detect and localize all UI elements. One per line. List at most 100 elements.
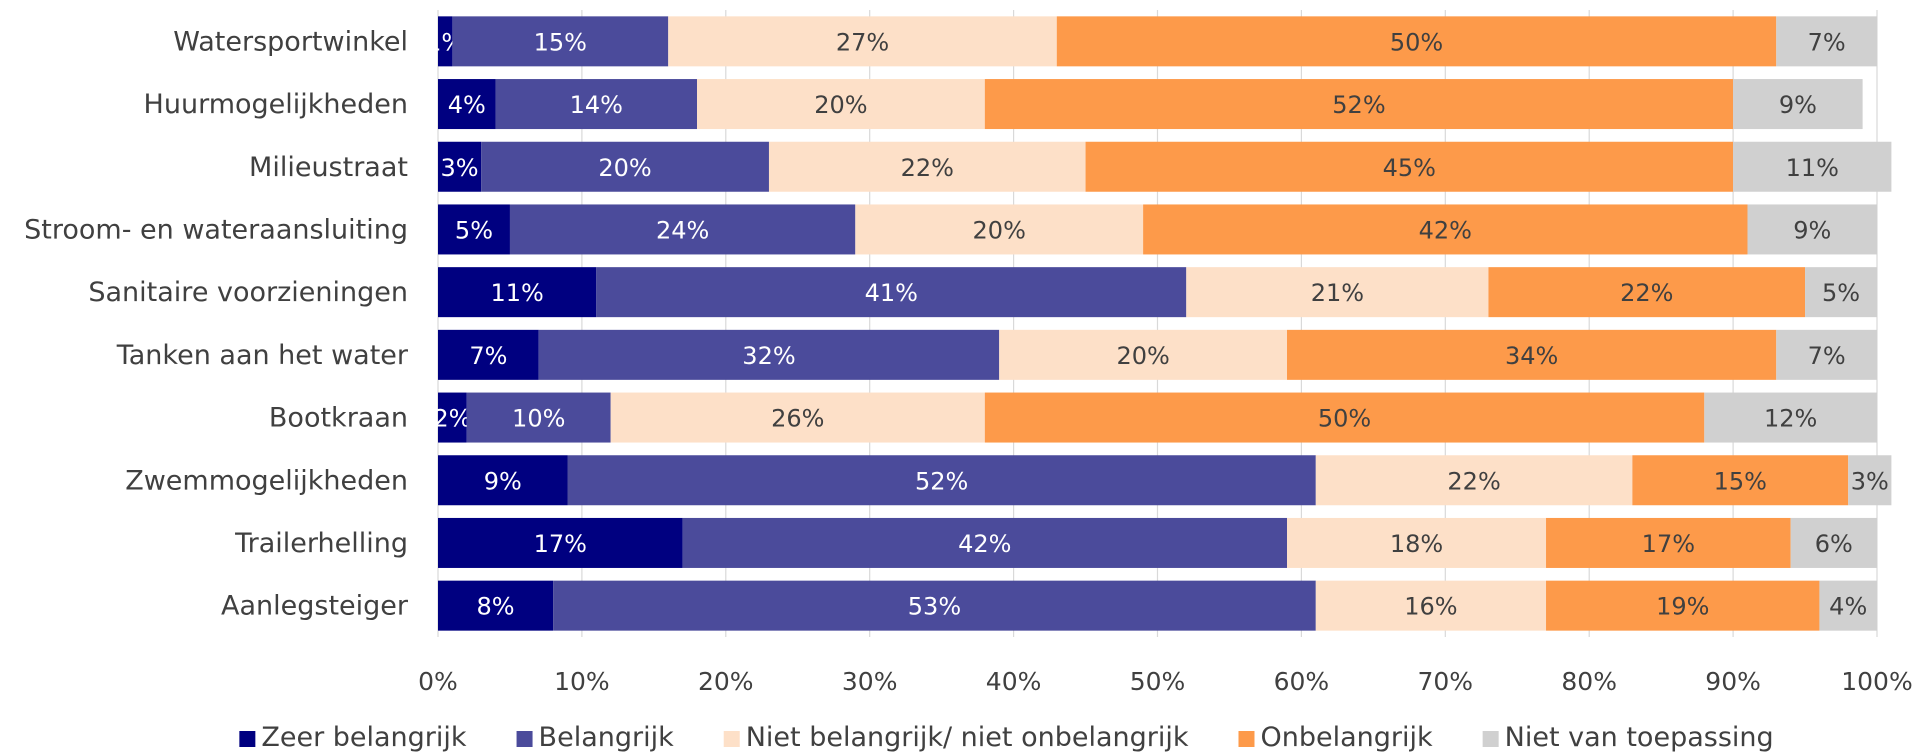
bar-segment	[1488, 267, 1806, 318]
data-label: 4%	[448, 91, 486, 119]
data-label: 9%	[484, 467, 522, 495]
data-label: 4%	[1829, 593, 1867, 621]
data-label: 20%	[1116, 342, 1169, 370]
x-tick-label: 90%	[1705, 667, 1761, 696]
data-label: 11%	[1786, 154, 1839, 182]
bar-segment	[1848, 455, 1892, 506]
category-label: Huurmogelijkheden	[144, 89, 408, 120]
data-label: 8%	[477, 593, 515, 621]
x-axis-ticks: 0% 10% 20% 30% 40% 50% 60% 70% 80% 90% 100%	[418, 667, 1913, 696]
bar-segment	[1315, 455, 1633, 506]
x-tick-label: 10%	[554, 667, 610, 696]
data-label: 53%	[908, 593, 961, 621]
bar-segment	[984, 79, 1734, 130]
bar-segment	[538, 329, 1000, 380]
data-label: 15%	[534, 28, 587, 56]
bar-segment	[697, 79, 985, 130]
category-label: Tanken aan het water	[116, 340, 409, 371]
bar-segment	[438, 79, 496, 130]
legend-swatch	[723, 731, 740, 747]
legend-swatch	[239, 731, 256, 747]
data-label: 12%	[1764, 405, 1817, 433]
bar-segment	[1733, 141, 1892, 192]
bar-segment	[768, 141, 1086, 192]
category-label: Milieustraat	[249, 152, 408, 183]
bar-segment	[1805, 267, 1877, 318]
bar-segment	[1546, 517, 1791, 568]
data-label: 52%	[1332, 91, 1385, 119]
x-tick-label: 40%	[986, 667, 1042, 696]
bar-segment	[438, 455, 568, 506]
bar-segment	[1819, 580, 1877, 631]
legend-item: Niet belangrijk/ niet onbelangrijk	[723, 722, 1189, 753]
bar-segment	[1733, 79, 1863, 130]
data-label: 50%	[1318, 405, 1371, 433]
bar-segment	[1315, 580, 1547, 631]
legend-label: Niet van toepassing	[1505, 722, 1774, 753]
data-label: 5%	[455, 216, 493, 244]
bar-segment	[1546, 580, 1820, 631]
bar-segment	[1632, 455, 1849, 506]
legend-item: Onbelangrijk	[1238, 722, 1433, 753]
legend-item: Niet van toepassing	[1482, 722, 1774, 753]
data-label: 16%	[1404, 593, 1457, 621]
bar-segment	[1776, 329, 1877, 380]
data-label: 45%	[1383, 154, 1436, 182]
legend-swatch	[516, 731, 533, 747]
bar-segment	[466, 392, 611, 443]
legend-label: Belangrijk	[539, 722, 675, 753]
data-label: 21%	[1311, 279, 1364, 307]
bar-segment	[1747, 204, 1877, 255]
category-label: Stroom- en wateraansluiting	[24, 214, 408, 245]
legend-swatch	[1238, 731, 1255, 747]
data-label: 20%	[814, 91, 867, 119]
legend: Zeer belangrijk Belangrijk Niet belangrijk…	[239, 722, 1774, 753]
data-label: 52%	[915, 467, 968, 495]
bar-segment	[1186, 267, 1489, 318]
bar-segment	[855, 204, 1144, 255]
data-label: 20%	[973, 216, 1026, 244]
category-label: Bootkraan	[269, 403, 408, 434]
x-tick-label: 100%	[1841, 667, 1912, 696]
bar-segment	[438, 267, 597, 318]
data-label: 6%	[1815, 530, 1853, 558]
x-tick-label: 80%	[1561, 667, 1617, 696]
data-label: 42%	[1419, 216, 1472, 244]
bar-segment	[438, 517, 683, 568]
data-label: 2%	[433, 405, 471, 433]
data-label: 50%	[1390, 28, 1443, 56]
bar-segment	[438, 204, 510, 255]
data-label: 5%	[1822, 279, 1860, 307]
bar-segment	[984, 392, 1705, 443]
data-label: 15%	[1714, 467, 1767, 495]
legend-label: Onbelangrijk	[1260, 722, 1433, 753]
bar-segment	[438, 141, 482, 192]
data-label: 7%	[1808, 342, 1846, 370]
category-label: Watersportwinkel	[173, 26, 408, 57]
x-tick-label: 30%	[842, 667, 898, 696]
bar-segment	[1056, 16, 1777, 67]
bar-segment	[668, 16, 1057, 67]
data-label: 17%	[1642, 530, 1695, 558]
legend-swatch	[1482, 731, 1499, 747]
bar-segment	[438, 16, 453, 67]
data-label: 20%	[598, 154, 651, 182]
legend-item: Belangrijk	[516, 722, 675, 753]
data-label: 3%	[1851, 467, 1889, 495]
legend-label: Niet belangrijk/ niet onbelangrijk	[746, 722, 1189, 753]
x-tick-label: 20%	[698, 667, 754, 696]
legend-label: Zeer belangrijk	[261, 722, 467, 753]
data-label: 11%	[490, 279, 543, 307]
data-label: 22%	[901, 154, 954, 182]
data-label: 24%	[656, 216, 709, 244]
bar-segment	[495, 79, 698, 130]
data-label: 19%	[1656, 593, 1709, 621]
bar-segment	[1287, 517, 1547, 568]
bar-segment	[1287, 329, 1777, 380]
data-label: 22%	[1447, 467, 1500, 495]
x-tick-label: 50%	[1130, 667, 1186, 696]
data-label: 17%	[534, 530, 587, 558]
bar-segment	[481, 141, 769, 192]
bar-segment	[438, 392, 467, 443]
